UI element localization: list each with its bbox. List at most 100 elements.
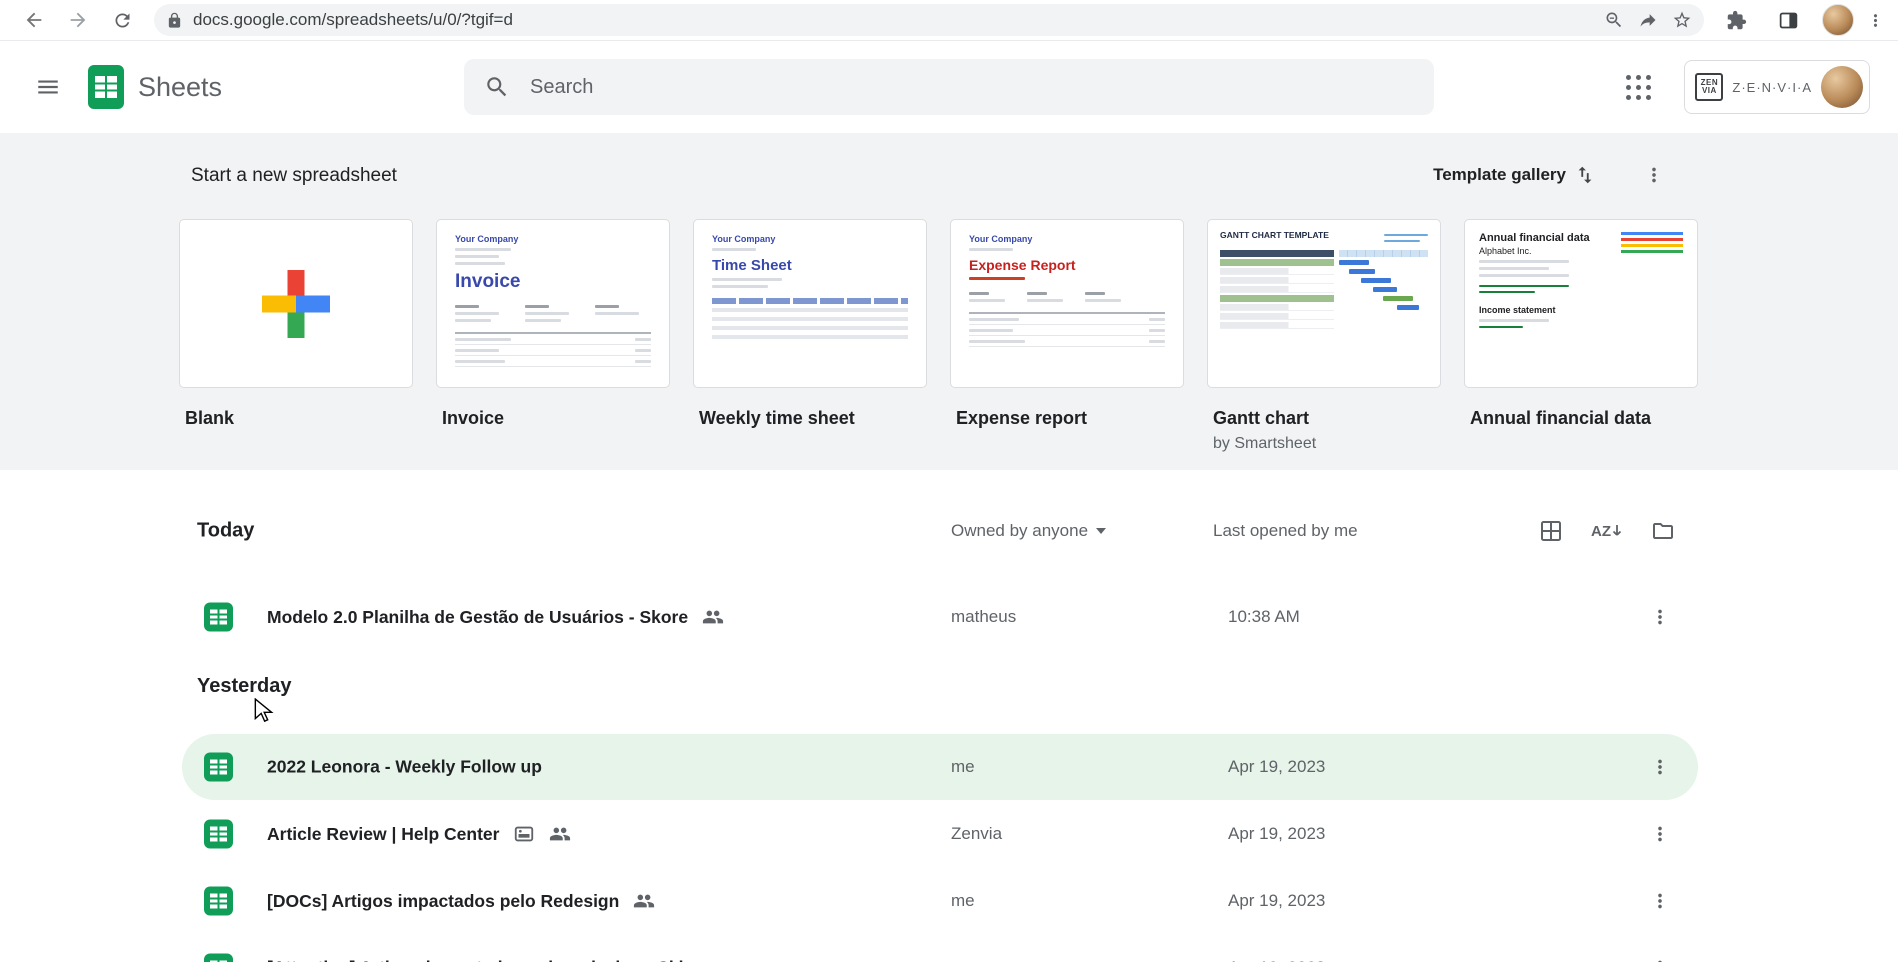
template-section-title: Start a new spreadsheet (191, 165, 397, 186)
template-label: Weekly time sheet (699, 408, 855, 428)
grid-view-button[interactable] (1529, 509, 1573, 553)
file-title: [Attention] Artigos impactados pelo rede… (267, 958, 683, 962)
file-list-header: Today Owned by anyone Last opened by me … (0, 505, 1898, 557)
owner-filter-dropdown[interactable]: Owned by anyone (951, 521, 1107, 541)
bookmark-star-icon[interactable] (1672, 10, 1692, 30)
spreadsheet-file-icon (204, 953, 233, 962)
gantt-chart-thumbnail: GANTT CHART TEMPLATE (1208, 220, 1440, 387)
search-icon (487, 77, 507, 97)
file-options-button[interactable] (1638, 879, 1682, 923)
time-sheet-thumbnail: Your Company Time Sheet (694, 220, 926, 387)
puzzle-icon (1727, 10, 1746, 29)
spreadsheet-file-icon (204, 752, 233, 782)
last-opened-sort[interactable]: Last opened by me (1213, 521, 1358, 540)
sort-az-icon: AZ (1591, 523, 1623, 540)
template-weekly-time-sheet: Your Company Time Sheet Weekly time shee… (693, 219, 927, 453)
template-expense-report: Your Company Expense Report (950, 219, 1184, 453)
file-options-button[interactable] (1638, 946, 1682, 962)
file-options-button[interactable] (1638, 745, 1682, 789)
extensions-button[interactable] (1718, 2, 1754, 38)
file-options-button[interactable] (1638, 595, 1682, 639)
main-menu-button[interactable] (24, 63, 72, 111)
file-owner: me (951, 958, 975, 962)
sort-button[interactable]: AZ (1585, 509, 1629, 553)
back-arrow-icon (26, 12, 42, 28)
template-label: Gantt chart (1213, 408, 1310, 428)
template-options-button[interactable] (1632, 153, 1676, 197)
kebab-menu-icon (1658, 609, 1662, 625)
template-card-expense-report[interactable]: Your Company Expense Report (950, 219, 1184, 388)
reload-icon (115, 13, 129, 27)
template-annual-financial-data: Annual financial data Alphabet Inc. Inco… (1464, 219, 1698, 453)
file-row-highlighted[interactable]: 2022 Leonora - Weekly Follow up me Apr 1… (182, 734, 1698, 800)
hamburger-icon (38, 80, 58, 94)
file-owner: Zenvia (951, 824, 1003, 843)
app-title[interactable]: Sheets (138, 71, 223, 102)
header-right-cluster: ZEN VIA Z·E·N·V·I·A (1614, 41, 1870, 133)
file-row-partial[interactable]: [Attention] Artigos impactados pelo rede… (182, 935, 1698, 962)
file-options-button[interactable] (1638, 812, 1682, 856)
share-icon[interactable] (1638, 10, 1658, 30)
invoice-thumbnail: Your Company Invoice (437, 220, 669, 387)
grid-view-icon (1541, 521, 1561, 541)
template-sublabel: by Smartsheet (1213, 435, 1317, 452)
search-bar[interactable] (464, 59, 1434, 115)
file-row[interactable]: [DOCs] Artigos impactados pelo Redesign … (182, 868, 1698, 934)
search-input[interactable] (530, 75, 1414, 99)
folder-button[interactable] (1641, 509, 1685, 553)
spreadsheet-file-icon (204, 819, 233, 849)
multicolor-plus-icon (262, 269, 330, 338)
template-gantt-chart: GANTT CHART TEMPLATE (1207, 219, 1441, 453)
shared-people-icon (550, 827, 571, 841)
file-opened-date: Apr 19, 2023 (1228, 958, 1325, 962)
chevron-down-icon (1096, 528, 1107, 534)
sheets-logo[interactable] (88, 65, 124, 109)
template-label: Annual financial data (1470, 408, 1652, 428)
account-avatar[interactable] (1821, 66, 1863, 108)
google-apps-button[interactable] (1614, 63, 1662, 111)
template-card-invoice[interactable]: Your Company Invoice (436, 219, 670, 388)
address-bar[interactable]: docs.google.com/spreadsheets/u/0/?tgif=d (154, 4, 1704, 36)
side-panel-button[interactable] (1770, 2, 1806, 38)
forward-arrow-icon (70, 12, 86, 28)
blank-thumbnail (180, 220, 412, 387)
forward-button[interactable] (60, 2, 96, 38)
file-row[interactable]: Modelo 2.0 Planilha de Gestão de Usuário… (182, 584, 1698, 650)
file-list-section: Today Owned by anyone Last opened by me … (0, 470, 1898, 962)
template-controls: Template gallery (1423, 147, 1676, 203)
expense-report-thumbnail: Your Company Expense Report (951, 220, 1183, 387)
file-title: 2022 Leonora - Weekly Follow up (267, 756, 542, 777)
browser-profile-avatar[interactable] (1822, 4, 1854, 36)
account-badge[interactable]: ZEN VIA Z·E·N·V·I·A (1684, 60, 1870, 114)
browser-actions (1718, 2, 1888, 38)
template-gallery-button[interactable]: Template gallery (1423, 156, 1606, 194)
reload-button[interactable] (104, 2, 140, 38)
spreadsheet-file-icon (204, 602, 233, 632)
side-panel-icon (1779, 12, 1797, 28)
file-opened-date: 10:38 AM (1228, 607, 1300, 626)
template-card-weekly-time-sheet[interactable]: Your Company Time Sheet (693, 219, 927, 388)
address-bar-actions (1604, 10, 1692, 30)
folder-icon (1653, 523, 1673, 539)
file-opened-date: Apr 19, 2023 (1228, 824, 1326, 843)
template-card-annual-financial-data[interactable]: Annual financial data Alphabet Inc. Inco… (1464, 219, 1698, 388)
template-card-blank[interactable] (179, 219, 413, 388)
lock-icon (168, 12, 181, 28)
file-title: Article Review | Help Center (267, 823, 500, 844)
app-header: Sheets ZEN VIA Z·E·N·V·I·A (0, 41, 1898, 133)
zoom-icon[interactable] (1604, 10, 1624, 30)
swap-vert-icon (1578, 166, 1592, 184)
template-card-gantt-chart[interactable]: GANTT CHART TEMPLATE (1207, 219, 1441, 388)
kebab-menu-icon (1652, 167, 1656, 183)
browser-menu-button[interactable] (1862, 2, 1888, 38)
template-label: Blank (185, 408, 235, 428)
file-owner: me (951, 891, 975, 910)
back-button[interactable] (16, 2, 52, 38)
file-title: [DOCs] Artigos impactados pelo Redesign (267, 890, 620, 911)
kebab-menu-icon (1658, 893, 1662, 909)
view-controls: AZ (1529, 509, 1685, 553)
spreadsheet-file-icon (204, 886, 233, 916)
file-row[interactable]: Article Review | Help Center Zenvia Apr … (182, 801, 1698, 867)
zenvia-logo-mark: ZEN VIA (1695, 73, 1724, 101)
